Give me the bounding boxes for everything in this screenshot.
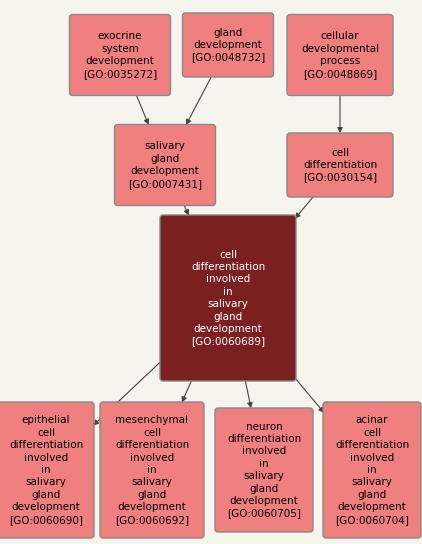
Text: salivary
gland
development
[GO:0007431]: salivary gland development [GO:0007431]	[128, 141, 202, 189]
Text: exocrine
system
development
[GO:0035272]: exocrine system development [GO:0035272]	[83, 32, 157, 78]
FancyBboxPatch shape	[160, 215, 296, 381]
FancyBboxPatch shape	[114, 125, 216, 206]
Text: cellular
developmental
process
[GO:0048869]: cellular developmental process [GO:00488…	[301, 32, 379, 78]
FancyBboxPatch shape	[323, 402, 421, 538]
FancyBboxPatch shape	[215, 408, 313, 532]
Text: acinar
cell
differentiation
involved
in
salivary
gland
development
[GO:0060704]: acinar cell differentiation involved in …	[335, 416, 409, 524]
FancyBboxPatch shape	[287, 15, 393, 96]
FancyBboxPatch shape	[0, 402, 94, 538]
Text: neuron
differentiation
involved
in
salivary
gland
development
[GO:0060705]: neuron differentiation involved in saliv…	[227, 422, 301, 518]
Text: epithelial
cell
differentiation
involved
in
salivary
gland
development
[GO:00606: epithelial cell differentiation involved…	[9, 416, 83, 524]
FancyBboxPatch shape	[182, 13, 273, 77]
FancyBboxPatch shape	[287, 133, 393, 197]
Text: mesenchymal
cell
differentiation
involved
in
salivary
gland
development
[GO:0060: mesenchymal cell differentiation involve…	[115, 416, 189, 524]
FancyBboxPatch shape	[100, 402, 204, 538]
Text: cell
differentiation
involved
in
salivary
gland
development
[GO:0060689]: cell differentiation involved in salivar…	[191, 250, 265, 347]
FancyBboxPatch shape	[70, 15, 170, 96]
Text: gland
development
[GO:0048732]: gland development [GO:0048732]	[191, 28, 265, 63]
Text: cell
differentiation
[GO:0030154]: cell differentiation [GO:0030154]	[303, 147, 377, 182]
